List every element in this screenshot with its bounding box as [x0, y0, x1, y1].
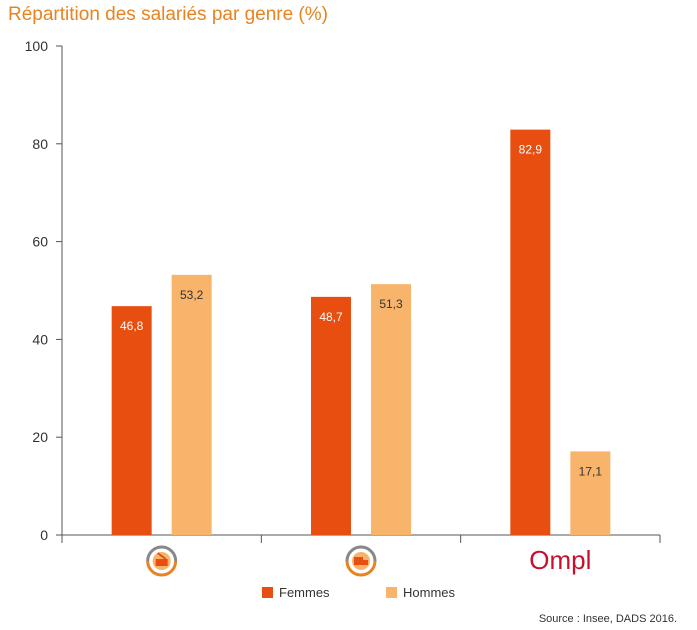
chart-title: Répartition des salariés par genre (%)	[8, 4, 328, 25]
bar-hommes-3	[570, 451, 611, 535]
ompl-logo: Ompl	[529, 545, 591, 575]
icon-ring-gray	[345, 545, 377, 562]
ompl-logo-text: Ompl	[529, 545, 591, 575]
source-note: Source : Insee, DADS 2016.	[539, 613, 677, 625]
chart-bars: 46,8 53,2 48,7 51,3 82,9 17,1	[111, 129, 611, 535]
y-tick-label: 0	[40, 527, 48, 543]
icon-ring-gray	[146, 545, 178, 562]
legend-label-hommes: Hommes	[403, 585, 456, 600]
truck-cab	[363, 560, 368, 565]
y-tick-label: 40	[32, 331, 48, 347]
bar-femmes-3	[510, 129, 551, 535]
icon-ring-orange	[345, 560, 377, 577]
y-tick-label: 20	[32, 429, 48, 445]
chart-legend: Femmes Hommes	[262, 585, 456, 600]
cart-handle	[157, 552, 167, 560]
bar-femmes-1	[111, 306, 152, 535]
truck-body	[354, 557, 363, 565]
bar-hommes-1	[171, 274, 212, 535]
cart-body	[155, 559, 168, 566]
data-label: 17,1	[579, 464, 603, 478]
legend-swatch-femmes	[262, 587, 273, 598]
category-icons: Ompl	[146, 545, 591, 577]
bar-femmes-2	[311, 296, 351, 535]
data-label: 51,3	[379, 297, 403, 311]
sector-icon-waste-truck	[345, 545, 377, 577]
chart-axes: 0 20 40 60 80 100	[25, 38, 661, 543]
data-label: 46,8	[120, 319, 144, 333]
bar-hommes-2	[371, 284, 411, 535]
legend-label-femmes: Femmes	[279, 585, 330, 600]
y-tick-label: 100	[25, 38, 49, 54]
y-tick-label: 80	[32, 136, 48, 152]
data-label: 82,9	[519, 143, 543, 157]
icon-ring-orange	[146, 560, 178, 577]
sector-icon-cleaning-cart	[146, 545, 178, 577]
data-label: 48,7	[319, 310, 343, 324]
legend-swatch-hommes	[386, 587, 397, 598]
data-label: 53,2	[180, 288, 204, 302]
y-tick-label: 60	[32, 234, 48, 250]
